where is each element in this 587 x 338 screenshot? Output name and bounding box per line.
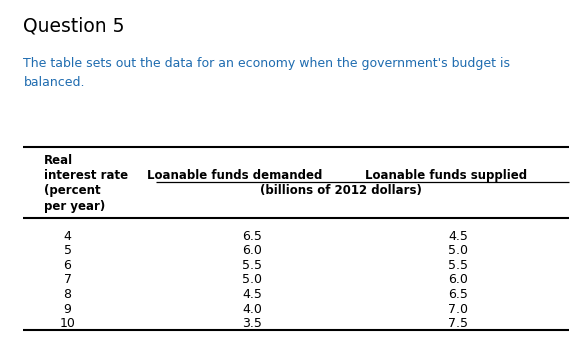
Text: Real: Real xyxy=(44,154,73,167)
Text: 9: 9 xyxy=(63,303,72,315)
Text: 7.5: 7.5 xyxy=(448,317,468,330)
Text: 10: 10 xyxy=(59,317,76,330)
Text: interest rate: interest rate xyxy=(44,169,128,182)
Text: Loanable funds demanded: Loanable funds demanded xyxy=(147,169,322,182)
Text: 6: 6 xyxy=(63,259,72,272)
Text: 5: 5 xyxy=(63,244,72,257)
Text: 6.5: 6.5 xyxy=(242,230,262,243)
Text: Question 5: Question 5 xyxy=(23,17,125,36)
Text: 7: 7 xyxy=(63,273,72,286)
Text: Loanable funds supplied: Loanable funds supplied xyxy=(365,169,527,182)
Text: 4.5: 4.5 xyxy=(448,230,468,243)
Text: 4.5: 4.5 xyxy=(242,288,262,301)
Text: 8: 8 xyxy=(63,288,72,301)
Text: 7.0: 7.0 xyxy=(448,303,468,315)
Text: The table sets out the data for an economy when the government's budget is
balan: The table sets out the data for an econo… xyxy=(23,57,511,90)
Text: per year): per year) xyxy=(44,200,105,213)
Text: 4.0: 4.0 xyxy=(242,303,262,315)
Text: 6.0: 6.0 xyxy=(448,273,468,286)
Text: 5.5: 5.5 xyxy=(448,259,468,272)
Text: (billions of 2012 dollars): (billions of 2012 dollars) xyxy=(259,184,421,197)
Text: 6.0: 6.0 xyxy=(242,244,262,257)
Text: 6.5: 6.5 xyxy=(448,288,468,301)
Text: 4: 4 xyxy=(63,230,72,243)
Text: 5.5: 5.5 xyxy=(242,259,262,272)
Text: 5.0: 5.0 xyxy=(448,244,468,257)
Text: (percent: (percent xyxy=(44,184,100,197)
Text: 5.0: 5.0 xyxy=(242,273,262,286)
Text: 3.5: 3.5 xyxy=(242,317,262,330)
